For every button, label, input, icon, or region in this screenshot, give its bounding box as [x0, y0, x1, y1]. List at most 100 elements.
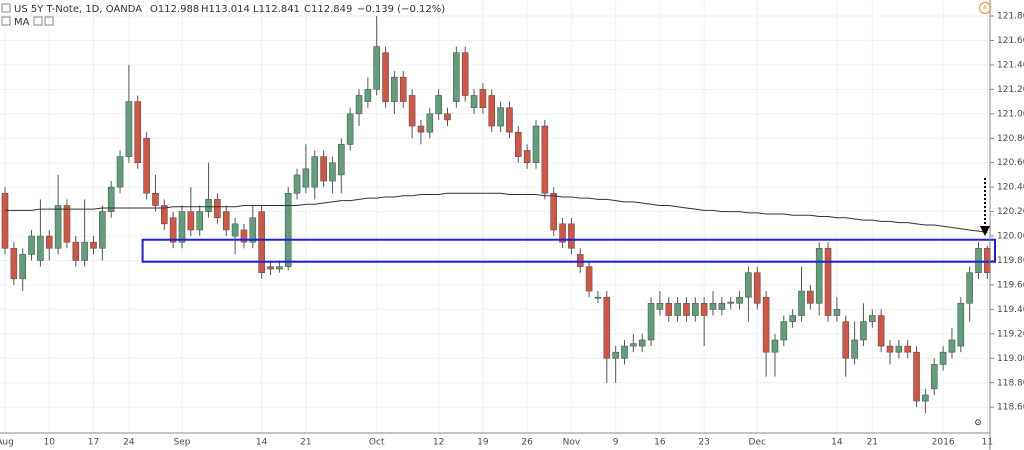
y-tick-label: 119.000 — [997, 354, 1024, 364]
candle-body — [886, 345, 894, 353]
candle-body — [276, 266, 283, 270]
arrow-head — [980, 226, 990, 236]
candle-body — [284, 192, 292, 267]
candle-body — [514, 131, 522, 157]
candle-body — [630, 343, 637, 347]
x-tick-label: 14 — [831, 438, 843, 448]
y-tick-label: 120.600 — [997, 158, 1024, 168]
candle-body — [249, 217, 257, 243]
icon[interactable] — [33, 16, 43, 26]
candle-body — [638, 339, 646, 347]
candle-body — [125, 101, 133, 157]
candle-body — [488, 95, 496, 127]
gear-icon[interactable]: ⚙ — [974, 419, 982, 429]
x-tick-label: Oct — [369, 438, 385, 448]
candle-body — [975, 247, 982, 274]
y-tick-label: 120.400 — [997, 183, 1024, 193]
y-tick-label: 121.000 — [997, 109, 1024, 119]
icon[interactable] — [1, 16, 11, 26]
candle-body — [691, 302, 699, 316]
candle-body — [541, 125, 549, 194]
candle-body — [621, 345, 628, 359]
candle-body — [497, 107, 504, 127]
candle-body — [81, 241, 88, 261]
candle-body — [382, 52, 389, 102]
candle-body — [930, 364, 938, 390]
candle-body — [453, 52, 460, 102]
candle-body — [532, 125, 540, 164]
candle-body — [957, 302, 965, 347]
icon[interactable] — [44, 16, 54, 26]
candle-body — [506, 107, 513, 133]
candle-body — [984, 247, 991, 274]
y-tick-label: 119.200 — [997, 329, 1024, 339]
indicator-name: MA — [14, 17, 30, 28]
candle-body — [568, 223, 575, 249]
candle-body — [196, 211, 203, 231]
candle-body — [161, 205, 168, 225]
y-tick-label: 119.600 — [997, 280, 1024, 290]
candle-body — [214, 199, 221, 219]
candle-body — [753, 272, 761, 304]
x-tick-label: 9 — [613, 438, 619, 448]
candle-body — [559, 223, 566, 243]
candle-body — [231, 223, 239, 237]
candle-body — [337, 144, 345, 176]
candle-body — [736, 296, 743, 304]
candle-body — [107, 186, 115, 212]
candle-body — [346, 113, 354, 145]
x-tick-label: 26 — [521, 438, 533, 448]
y-tick-label: 121.600 — [997, 36, 1024, 46]
quote-low: L112.841 — [253, 4, 300, 15]
x-tick-label: 21 — [867, 438, 878, 448]
candle-body — [222, 211, 230, 231]
quote-open: O112.988 — [150, 4, 199, 15]
candle-body — [594, 296, 602, 299]
candle-body — [72, 241, 80, 261]
candle-body — [417, 125, 425, 133]
candle-body — [727, 301, 735, 304]
candle-body — [399, 76, 407, 102]
candle-body — [63, 205, 71, 243]
x-tick-label: 17 — [88, 438, 99, 448]
x-tick-label: Sep — [174, 438, 191, 448]
candle-body — [19, 254, 27, 280]
candle-body — [143, 137, 150, 194]
candle-body — [922, 394, 929, 402]
candle-body — [948, 339, 956, 353]
candle-body — [612, 351, 619, 359]
candle-body — [718, 302, 726, 310]
candle-body — [470, 95, 478, 108]
candle-body — [824, 247, 832, 316]
y-tick-label: 120.800 — [997, 134, 1024, 144]
candle-body — [364, 89, 372, 102]
zone — [141, 238, 997, 263]
x-tick-label: 2016 — [932, 438, 955, 448]
candle-body — [99, 211, 106, 249]
quote-high: H113.014 — [201, 4, 250, 15]
alert-icon[interactable] — [979, 2, 991, 14]
candle-body — [895, 345, 903, 353]
candle-body — [966, 272, 973, 304]
candle-body — [187, 211, 195, 231]
x-tick-label: Dec — [749, 438, 766, 448]
icon[interactable] — [1, 3, 11, 13]
candle-body — [116, 156, 124, 188]
candle-body — [700, 302, 708, 316]
y-tick-label: 121.800 — [997, 12, 1024, 22]
candle-body — [523, 150, 531, 164]
candle-body — [28, 235, 35, 255]
y-tick-label: 120.200 — [997, 207, 1024, 217]
candle-body — [320, 156, 327, 182]
candle-body — [647, 302, 655, 341]
x-tick-label: 12 — [433, 438, 444, 448]
candle-body — [311, 156, 319, 188]
candle-body — [789, 315, 796, 322]
x-tick-label: 16 — [654, 438, 666, 448]
candle-body — [913, 351, 920, 402]
candle-body — [90, 241, 97, 249]
candle-body — [745, 272, 752, 298]
x-tick-label: 10 — [44, 438, 56, 448]
chart-title: US 5Y T-Note, 1D, OANDA — [14, 4, 142, 15]
